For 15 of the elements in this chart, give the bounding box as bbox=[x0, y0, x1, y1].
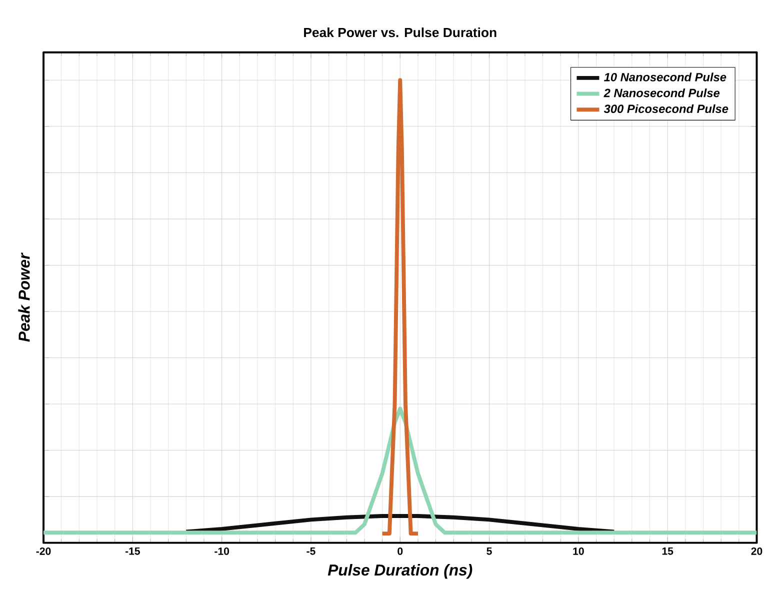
x-tick-label: 10 bbox=[573, 547, 584, 555]
x-tick-label: 5 bbox=[486, 547, 492, 555]
legend-label: 2 Nanosecond Pulse bbox=[604, 88, 720, 98]
legend-label: 300 Picosecond Pulse bbox=[604, 104, 728, 113]
x-tick-label: -15 bbox=[125, 547, 140, 555]
chart-title: Peak Power vs. Pulse Duration bbox=[304, 27, 496, 38]
x-tick-label: -20 bbox=[36, 547, 51, 555]
x-tick-label: -5 bbox=[306, 547, 316, 555]
x-tick-label: 20 bbox=[751, 547, 762, 555]
y-axis-title: Peak Power bbox=[18, 252, 30, 342]
x-tick-label: 0 bbox=[398, 547, 403, 555]
x-tick-label: -10 bbox=[214, 547, 230, 555]
x-tick-label: 15 bbox=[662, 547, 674, 555]
x-axis-title: Pulse Duration (ns) bbox=[328, 564, 472, 579]
legend-label: 10 Nanosecond Pulse bbox=[604, 72, 726, 82]
